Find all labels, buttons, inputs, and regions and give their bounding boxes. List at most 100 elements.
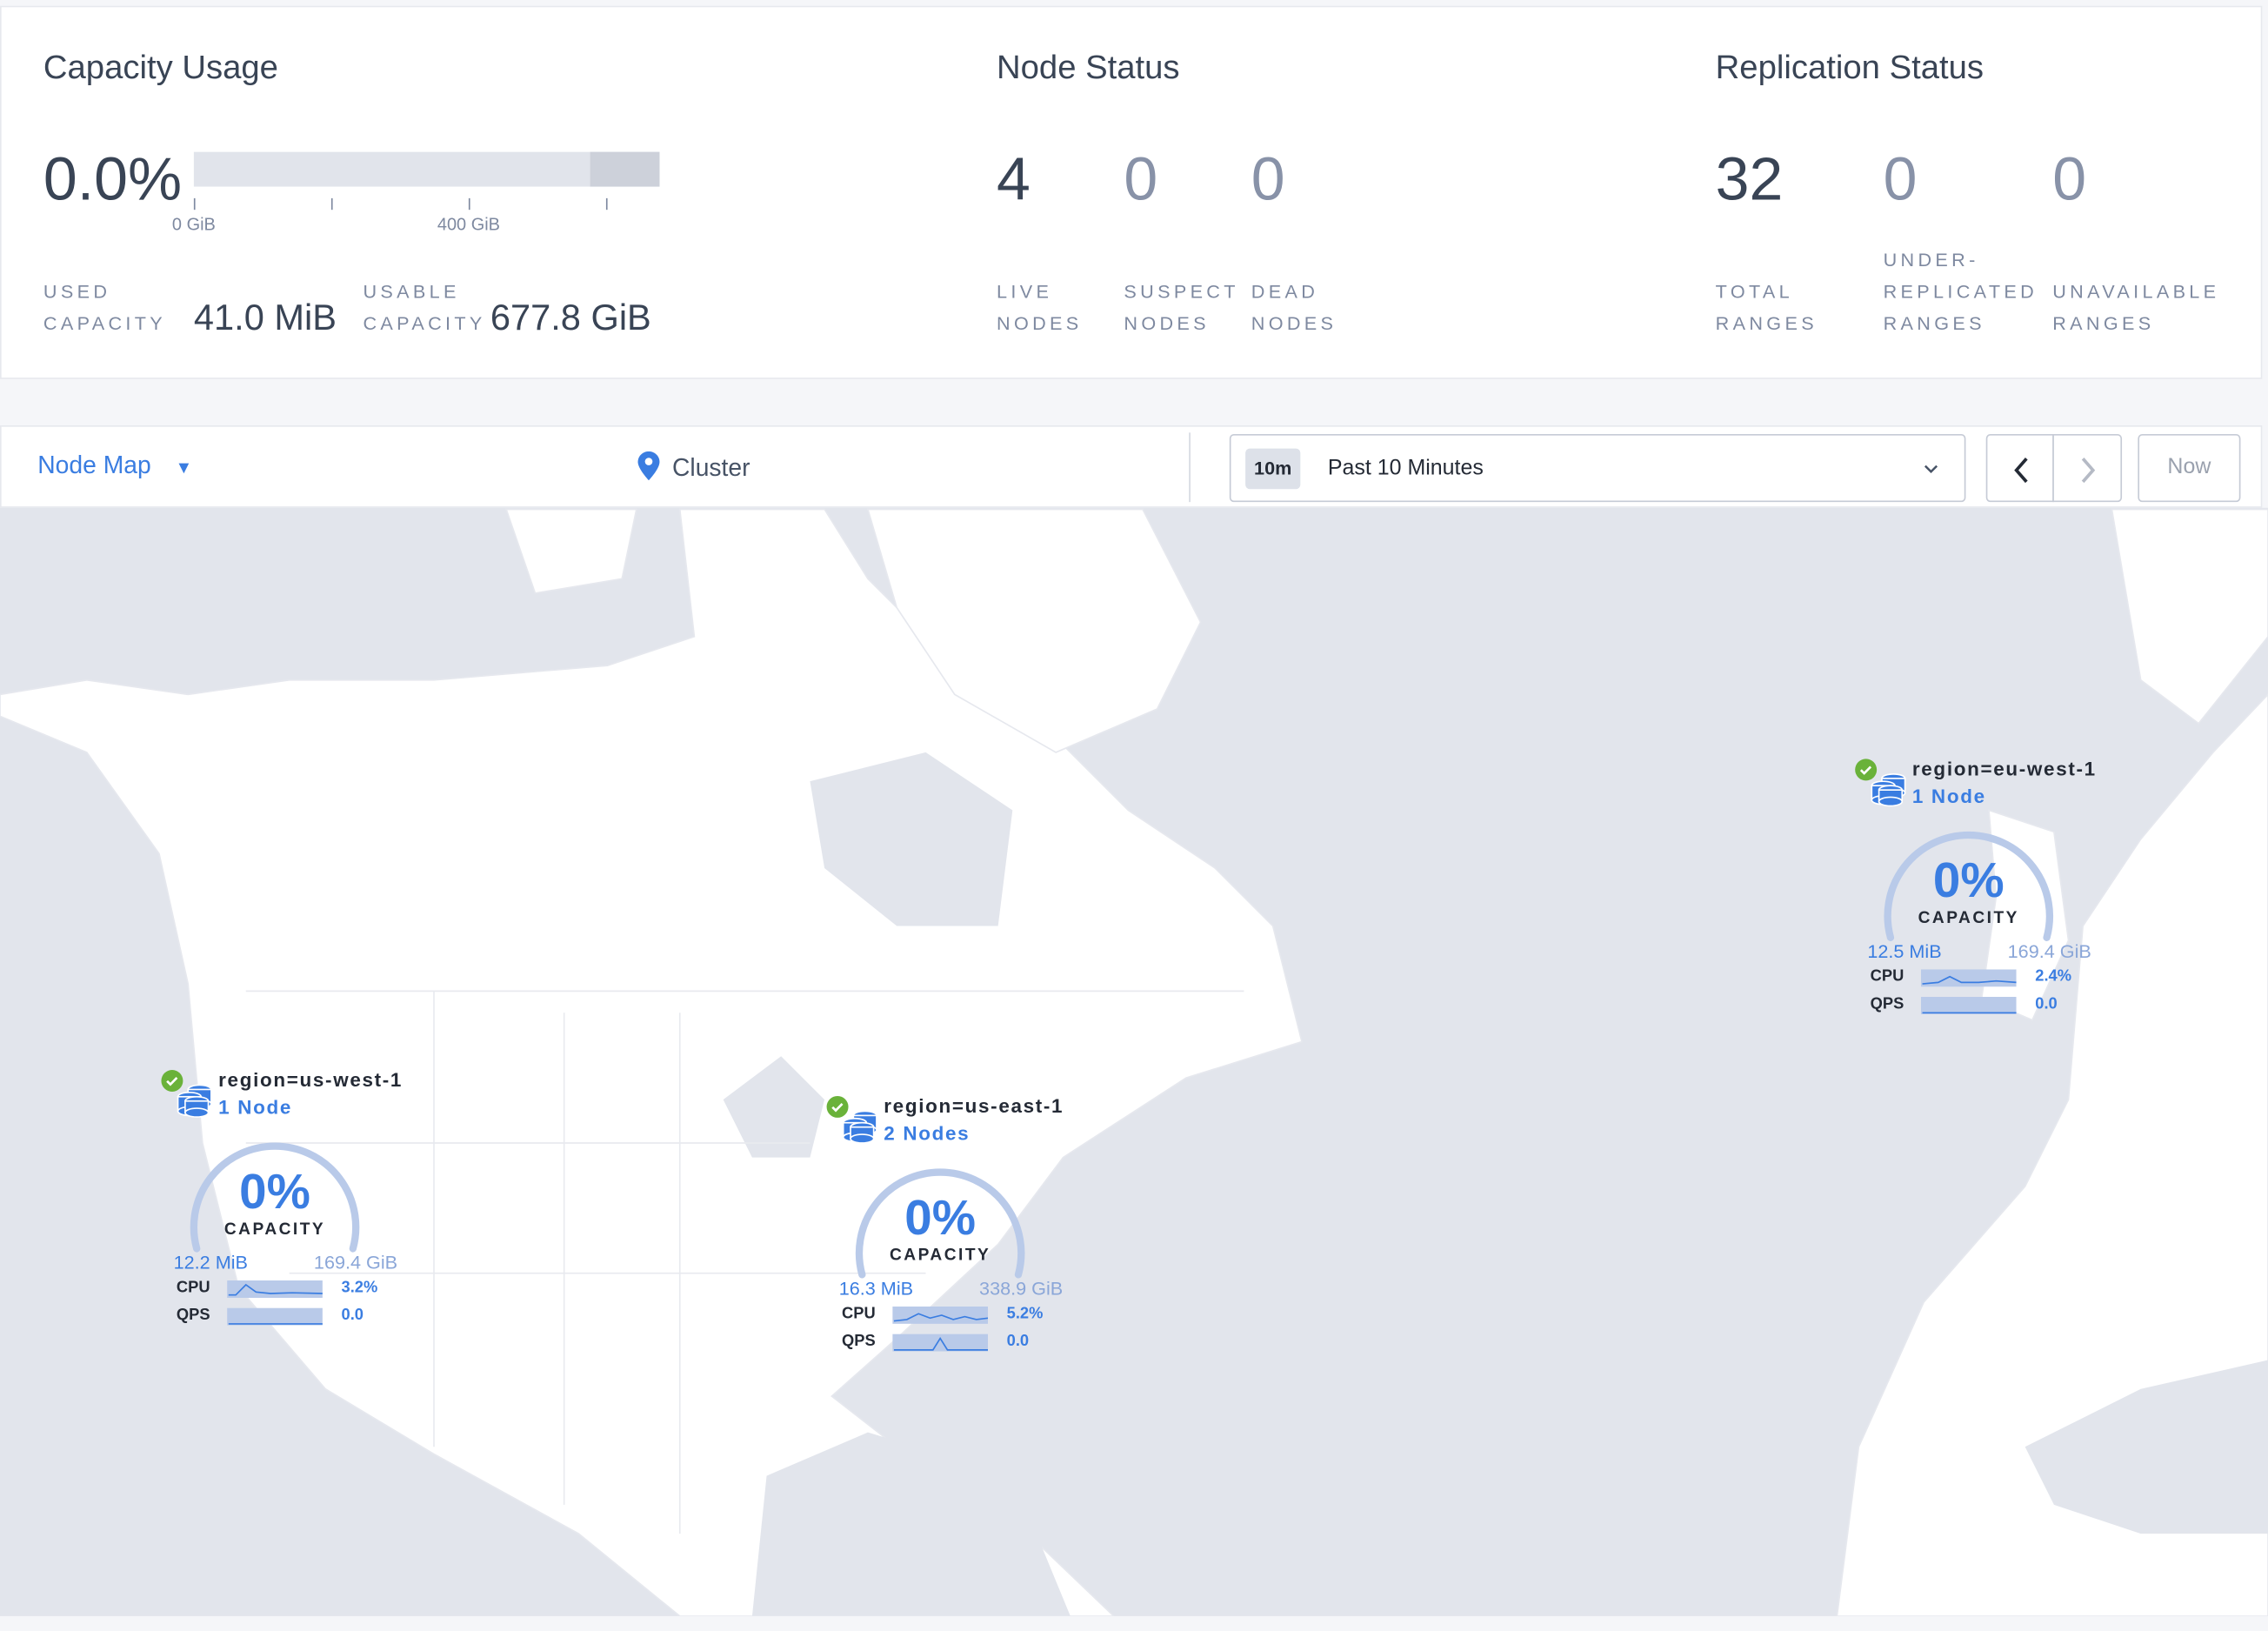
region-cluster[interactable]: region=eu-west-1 1 Node 0% CAPACITY 12.5… xyxy=(1854,759,2230,1048)
view-selector-dropdown[interactable]: Node Map ▼ xyxy=(37,451,192,480)
cluster-name[interactable]: region=eu-west-1 xyxy=(1911,758,2097,780)
database-icon xyxy=(177,1084,212,1118)
capacity-gauge xyxy=(855,1168,1025,1279)
label-line: TOTAL xyxy=(1715,280,1793,303)
label-line: RANGES xyxy=(2052,312,2155,335)
capacity-tick xyxy=(605,197,608,211)
dead-nodes-value: 0 xyxy=(1251,144,1285,213)
total-capacity: 169.4 GiB xyxy=(313,1251,398,1273)
database-icon xyxy=(842,1110,877,1144)
greenland-land xyxy=(866,508,1202,753)
used-capacity: 16.3 MiB xyxy=(838,1277,914,1300)
view-selector-label: Node Map xyxy=(37,451,151,479)
qps-sparkline xyxy=(227,1307,323,1326)
capacity-tick xyxy=(330,197,333,211)
used-capacity: 12.5 MiB xyxy=(1867,940,1942,963)
breadcrumb-cluster: Cluster xyxy=(671,454,750,482)
label-line: RANGES xyxy=(1883,312,1985,335)
label-line: CAPACITY xyxy=(363,312,486,335)
suspect-nodes-label: SUSPECT NODES xyxy=(1124,277,1238,340)
label-line: RANGES xyxy=(1715,312,1818,335)
cluster-node-count[interactable]: 1 Node xyxy=(218,1096,293,1119)
water-bodies xyxy=(723,752,2268,1616)
capacity-percent: 0% xyxy=(1932,853,2005,909)
caret-down-icon: ▼ xyxy=(175,457,193,478)
cpu-value: 3.2% xyxy=(341,1279,378,1297)
cluster-node-count[interactable]: 2 Nodes xyxy=(884,1122,971,1145)
qps-label: QPS xyxy=(842,1332,876,1350)
label-line: USED xyxy=(43,280,111,303)
cluster-name[interactable]: region=us-east-1 xyxy=(884,1095,1064,1118)
replication-status-title: Replication Status xyxy=(1715,47,1984,86)
toolbar-divider xyxy=(1189,432,1191,503)
used-capacity-value: 41.0 MiB xyxy=(193,297,337,339)
label-line: DEAD xyxy=(1251,280,1319,303)
cpu-label: CPU xyxy=(842,1305,876,1323)
capacity-bar-reserved xyxy=(590,151,660,187)
live-nodes-value: 4 xyxy=(997,144,1031,213)
mediterranean xyxy=(2025,1360,2268,1534)
label-line: NODES xyxy=(997,312,1083,335)
now-button[interactable]: Now xyxy=(2138,433,2241,503)
under-replicated-ranges-label: UNDER- REPLICATED RANGES xyxy=(1884,244,2038,340)
qps-sparkline xyxy=(1920,997,2017,1014)
next-time-button[interactable] xyxy=(2052,433,2123,503)
qps-value: 0.0 xyxy=(1006,1332,1030,1350)
cluster-name[interactable]: region=us-west-1 xyxy=(218,1069,404,1092)
unavailable-ranges-value: 0 xyxy=(2052,144,2087,213)
label-line: UNDER- xyxy=(1883,249,1979,271)
capacity-label: CAPACITY xyxy=(889,1247,991,1265)
cpu-value: 2.4% xyxy=(2035,967,2071,986)
scandinavia-land xyxy=(2111,508,2268,725)
cpu-label: CPU xyxy=(1870,967,1904,986)
qps-sparkline xyxy=(892,1334,989,1352)
region-cluster[interactable]: region=us-east-1 2 Nodes 0% CAPACITY 16.… xyxy=(826,1095,1202,1385)
state-borders xyxy=(245,990,1244,1534)
healthy-check-icon xyxy=(1855,759,1878,781)
chevron-right-icon xyxy=(2081,458,2096,484)
hudson-bay xyxy=(810,752,1013,926)
capacity-tick-label: 400 GiB xyxy=(437,214,500,235)
chevron-left-icon xyxy=(2014,458,2028,484)
total-capacity: 338.9 GiB xyxy=(979,1277,1064,1300)
previous-time-button[interactable] xyxy=(1985,433,2054,503)
label-line: CAPACITY xyxy=(43,312,167,335)
capacity-bar xyxy=(193,151,660,187)
gulf-of-mexico xyxy=(751,1432,1071,1616)
world-map xyxy=(0,508,2268,1616)
cluster-node-count[interactable]: 1 Node xyxy=(1911,785,1986,808)
capacity-tick xyxy=(468,197,470,211)
database-icon xyxy=(1871,773,1906,807)
chevron-down-icon xyxy=(1924,465,1938,474)
label-line: REPLICATED xyxy=(1883,280,2038,303)
breadcrumb[interactable]: Cluster xyxy=(637,451,750,484)
qps-value: 0.0 xyxy=(341,1306,364,1324)
unavailable-ranges-label: UNAVAILABLE RANGES xyxy=(2052,277,2219,340)
time-range-value: Past 10 Minutes xyxy=(1327,455,1484,481)
capacity-label: CAPACITY xyxy=(223,1220,326,1239)
used-capacity: 12.2 MiB xyxy=(173,1251,248,1273)
label-line: NODES xyxy=(1124,312,1210,335)
cpu-sparkline xyxy=(1920,969,2017,987)
time-range-select[interactable]: 10m Past 10 Minutes xyxy=(1229,433,1966,503)
cpu-value: 5.2% xyxy=(1006,1305,1044,1323)
capacity-percent: 0% xyxy=(239,1164,310,1220)
region-cluster[interactable]: region=us-west-1 1 Node 0% CAPACITY 12.2… xyxy=(161,1069,537,1359)
usable-capacity-label: USABLE CAPACITY xyxy=(363,277,485,340)
britain-land xyxy=(1980,809,2070,1021)
used-capacity-label: USED CAPACITY xyxy=(43,277,166,340)
map-pin-icon xyxy=(637,451,660,481)
qps-label: QPS xyxy=(176,1306,210,1324)
map-toolbar: Node Map ▼ Cluster 10m Past 10 Minutes N… xyxy=(0,425,2263,508)
total-ranges-value: 32 xyxy=(1715,144,1784,213)
cpu-sparkline xyxy=(892,1306,989,1324)
node-status-title: Node Status xyxy=(997,47,1180,86)
capacity-gauge xyxy=(1884,831,2054,941)
label-line: LIVE xyxy=(997,280,1053,303)
capacity-percent: 0% xyxy=(904,1190,976,1247)
node-map[interactable]: region=us-west-1 1 Node 0% CAPACITY 12.2… xyxy=(0,507,2268,1616)
cluster-summary-card: Capacity Usage 0.0% 0 GiB 400 GiB USED CA… xyxy=(0,5,2263,379)
label-line: SUSPECT xyxy=(1124,280,1239,303)
arctic-island-land xyxy=(504,508,637,594)
qps-value: 0.0 xyxy=(2035,995,2058,1013)
